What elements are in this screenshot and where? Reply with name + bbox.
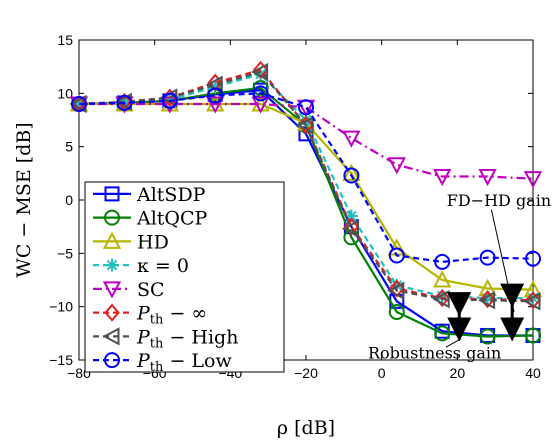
legend-label: AltSDP <box>136 184 206 206</box>
legend-label: HD <box>137 231 169 253</box>
legend-label: Pth − ∞ <box>136 303 207 328</box>
data-point <box>387 157 406 175</box>
legend-item: Pth − Low <box>93 350 232 375</box>
data-point <box>523 292 541 311</box>
legend-item: Pth − High <box>93 326 238 351</box>
legend-marker <box>104 303 120 322</box>
legend-label: AltQCP <box>136 208 208 230</box>
legend-item: HD <box>93 231 169 253</box>
legend-marker <box>102 281 122 299</box>
data-point <box>433 169 452 187</box>
annotation-text: FD−HD gain <box>447 191 551 210</box>
pointer-line <box>490 209 515 313</box>
data-point <box>71 96 87 112</box>
marker-stroke <box>106 259 118 271</box>
data-point <box>252 60 269 79</box>
x-tick-label: 20 <box>450 365 466 381</box>
data-point <box>206 96 225 114</box>
y-tick-label: 15 <box>57 32 73 48</box>
y-tick-label: −10 <box>49 299 73 315</box>
legend-label-sub: th <box>150 313 164 328</box>
data-point <box>388 247 405 264</box>
y-tick-label: 10 <box>57 85 73 101</box>
legend-label-main: P <box>136 350 151 372</box>
data-point <box>343 217 360 236</box>
data-point <box>434 253 451 270</box>
data-point <box>207 87 224 104</box>
data-point <box>479 328 496 345</box>
legend-label-tail: − ∞ <box>163 303 207 325</box>
data-point <box>296 116 314 135</box>
legend-marker <box>105 258 119 272</box>
legend-label: Pth − Low <box>136 350 232 375</box>
data-point <box>342 163 361 181</box>
legend-marker <box>104 352 120 369</box>
data-point <box>478 169 497 187</box>
data-point <box>525 327 541 344</box>
x-axis-label: ρ [dB] <box>277 417 335 439</box>
data-point <box>116 94 133 111</box>
legend-label: Pth − High <box>136 326 238 351</box>
data-point <box>388 304 405 320</box>
marker-stroke <box>255 68 266 80</box>
legend-item: AltQCP <box>93 208 208 230</box>
data-point <box>342 130 361 148</box>
legend-item: Pth − ∞ <box>93 303 207 328</box>
y-tick-label: −15 <box>49 352 73 368</box>
pointer-line <box>445 338 462 348</box>
legend-marker <box>102 231 122 249</box>
series-line <box>78 70 534 303</box>
data-point <box>525 250 541 267</box>
data-point <box>388 279 405 298</box>
legend-item: κ = 0 <box>93 255 189 277</box>
data-point <box>387 281 405 300</box>
x-tick-label: −20 <box>294 365 318 381</box>
x-tick-label: 0 <box>378 365 386 381</box>
y-axis-label: WC − MSE [dB] <box>13 122 35 277</box>
data-point <box>479 249 496 266</box>
y-axis-ticks: −15 −10 −5 0 5 10 15 <box>49 32 533 368</box>
annotations-layer: FD−HD gain Robustness gain <box>368 191 551 363</box>
legend-label-main: P <box>136 303 151 325</box>
legend-item: SC <box>93 279 165 301</box>
data-point <box>252 85 269 102</box>
data-point <box>343 167 360 184</box>
data-point <box>298 99 314 116</box>
legend-label-main: P <box>136 326 151 348</box>
legend-marker <box>102 327 120 346</box>
data-point <box>523 171 543 189</box>
legend-item: AltSDP <box>93 184 206 206</box>
data-point <box>207 73 224 92</box>
data-point <box>341 219 359 238</box>
x-tick-label: 40 <box>525 365 541 381</box>
legend-label: SC <box>137 279 165 301</box>
data-point <box>477 291 496 310</box>
data-point <box>525 291 541 310</box>
data-point <box>434 289 451 308</box>
legend-marker <box>104 209 120 226</box>
legend-marker <box>104 186 120 202</box>
data-point <box>250 62 269 82</box>
data-point <box>479 290 496 309</box>
y-tick-label: 0 <box>65 192 73 208</box>
data-point <box>251 96 270 114</box>
y-tick-label: 5 <box>65 139 73 155</box>
data-point <box>433 270 452 288</box>
series-7 <box>71 85 541 270</box>
legend-label-sub: th <box>150 360 164 375</box>
y-tick-label: −5 <box>57 245 73 261</box>
legend-label-sub: th <box>150 336 164 351</box>
data-point <box>161 92 178 109</box>
legend-label: κ = 0 <box>137 255 189 277</box>
annotation-text: Robustness gain <box>368 344 501 363</box>
legend-label-tail: − Low <box>163 350 232 372</box>
legend-label-tail: − High <box>163 326 238 348</box>
series-4 <box>69 96 543 189</box>
series-line <box>78 92 534 263</box>
